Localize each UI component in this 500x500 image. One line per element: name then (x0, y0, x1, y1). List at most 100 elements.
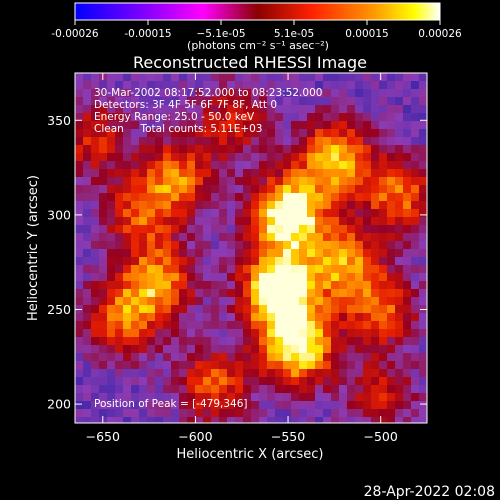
heatmap-cell (107, 369, 115, 377)
heatmap-cell (299, 289, 307, 297)
heatmap-cell (227, 321, 235, 329)
heatmap-cell (131, 321, 139, 329)
heatmap-cell (115, 233, 123, 241)
heatmap-cell (267, 361, 275, 369)
heatmap-cell (339, 209, 347, 217)
heatmap-cell (235, 409, 243, 417)
heatmap-cell (219, 281, 227, 289)
heatmap-cell (91, 209, 99, 217)
heatmap-cell (403, 417, 411, 423)
heatmap-cell (139, 313, 147, 321)
heatmap-cell (115, 273, 123, 281)
heatmap-cell (219, 81, 227, 89)
heatmap-cell (147, 385, 155, 393)
heatmap-cell (379, 193, 387, 201)
heatmap-cell (347, 353, 355, 361)
heatmap-cell (147, 153, 155, 161)
heatmap-cell (139, 121, 147, 129)
heatmap-cell (139, 89, 147, 97)
heatmap-cell (251, 393, 259, 401)
heatmap-cell (131, 233, 139, 241)
heatmap-cell (75, 241, 83, 249)
heatmap-cell (363, 137, 371, 145)
heatmap-cell (99, 273, 107, 281)
heatmap-cell (331, 225, 339, 233)
heatmap-cell (403, 385, 411, 393)
heatmap-cell (99, 81, 107, 89)
heatmap-cell (187, 385, 195, 393)
heatmap-cell (251, 169, 259, 177)
heatmap-cell (379, 361, 387, 369)
x-axis-label: Heliocentric X (arcsec) (177, 447, 324, 462)
heatmap-cell (411, 329, 419, 337)
heatmap-cell (259, 113, 267, 121)
heatmap-cell (267, 73, 275, 81)
heatmap-cell (299, 377, 307, 385)
heatmap-cell (331, 353, 339, 361)
heatmap-cell (371, 401, 379, 409)
heatmap-cell (267, 353, 275, 361)
heatmap-cell (91, 417, 99, 423)
heatmap-cell (307, 121, 315, 129)
heatmap-cell (107, 129, 115, 137)
heatmap-cell (83, 97, 91, 105)
heatmap-cell (235, 201, 243, 209)
heatmap-cell (411, 385, 419, 393)
heatmap-cell (187, 345, 195, 353)
heatmap-cell (147, 185, 155, 193)
heatmap-cell (107, 345, 115, 353)
heatmap-cell (331, 329, 339, 337)
heatmap-cell (403, 161, 411, 169)
heatmap-cell (307, 313, 315, 321)
heatmap-cell (419, 265, 427, 273)
heatmap-cell (291, 361, 299, 369)
heatmap-cell (331, 417, 339, 423)
heatmap-cell (387, 241, 395, 249)
heatmap-cell (187, 97, 195, 105)
heatmap-cell (411, 113, 419, 121)
heatmap-cell (155, 169, 163, 177)
heatmap-cell (219, 169, 227, 177)
heatmap-cell (91, 233, 99, 241)
heatmap-cell (83, 337, 91, 345)
heatmap-cell (163, 289, 171, 297)
heatmap-cell (395, 201, 403, 209)
heatmap-cell (323, 225, 331, 233)
heatmap-cell (131, 257, 139, 265)
heatmap-cell (387, 201, 395, 209)
heatmap-cell (155, 281, 163, 289)
heatmap-cell (323, 313, 331, 321)
heatmap-cell (75, 329, 83, 337)
heatmap-cell (387, 369, 395, 377)
heatmap-cell (187, 153, 195, 161)
heatmap-cell (355, 113, 363, 121)
heatmap-cell (291, 257, 299, 265)
heatmap-cell (219, 241, 227, 249)
heatmap-cell (371, 241, 379, 249)
heatmap-cell (251, 417, 259, 423)
heatmap-cell (195, 225, 203, 233)
heatmap-cell (251, 73, 259, 81)
heatmap-cell (195, 73, 203, 81)
heatmap-cell (403, 97, 411, 105)
heatmap-cell (331, 289, 339, 297)
heatmap-cell (395, 113, 403, 121)
heatmap-cell (291, 345, 299, 353)
heatmap-cell (235, 305, 243, 313)
heatmap-cell (171, 273, 179, 281)
heatmap-cell (235, 81, 243, 89)
heatmap-cell (283, 201, 291, 209)
heatmap-cell (75, 209, 83, 217)
heatmap-cell (187, 105, 195, 113)
heatmap-cell (163, 305, 171, 313)
heatmap-cell (371, 73, 379, 81)
heatmap-cell (283, 185, 291, 193)
heatmap-cell (203, 81, 211, 89)
heatmap-cell (275, 161, 283, 169)
heatmap-cell (251, 297, 259, 305)
heatmap-cell (227, 377, 235, 385)
heatmap-cell (283, 97, 291, 105)
heatmap-cell (131, 337, 139, 345)
heatmap-cell (99, 281, 107, 289)
